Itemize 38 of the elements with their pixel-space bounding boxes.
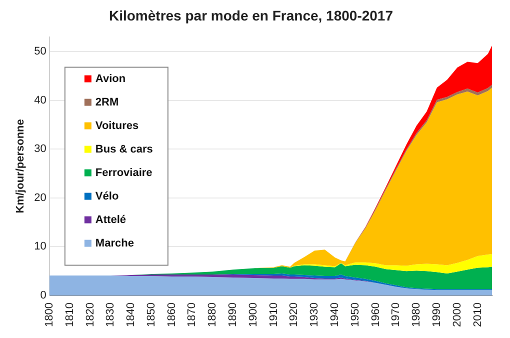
x-tick-label: 1810	[64, 302, 76, 328]
x-tick-label: 1960	[370, 302, 382, 328]
x-tick-label: 1980	[410, 302, 423, 328]
x-tick-label: 1870	[186, 302, 198, 328]
legend-label: Marche	[95, 237, 134, 250]
x-tick-label: 1910	[268, 302, 280, 328]
x-tick-label: 2000	[451, 302, 464, 328]
y-tick-label: 0	[40, 290, 46, 302]
y-tick-label: 50	[34, 45, 46, 58]
legend-label: Attelé	[95, 214, 126, 226]
x-tick-label: 1860	[166, 302, 178, 328]
legend-label: Avion	[95, 72, 126, 85]
x-tick-label: 1990	[430, 302, 443, 328]
x-tick-label: 1840	[125, 302, 138, 328]
x-tick-label: 1800	[43, 302, 56, 328]
x-tick-label: 1890	[227, 302, 240, 328]
x-tick-label: 1830	[104, 302, 117, 328]
x-tick-label: 1820	[84, 302, 96, 328]
legend-label: Vélo	[95, 190, 119, 202]
y-tick-label: 20	[34, 192, 46, 204]
legend-label: Bus & cars	[95, 143, 153, 156]
y-tick-label: 40	[34, 94, 46, 106]
x-tick-label: 2010	[472, 302, 484, 328]
x-tick-label: 1930	[308, 302, 321, 328]
x-tick-label: 1970	[390, 302, 402, 328]
legend-label: Ferroviaire	[95, 166, 152, 179]
x-tick-label: 1880	[206, 302, 219, 328]
legend-label: Voitures	[95, 120, 139, 132]
y-tick-label: 30	[34, 143, 46, 156]
x-tick-label: 1920	[288, 302, 300, 328]
x-tick-label: 1940	[328, 302, 341, 328]
x-tick-label: 1850	[145, 302, 158, 328]
x-tick-label: 1900	[247, 302, 260, 328]
chart-title: Kilomètres par mode en France, 1800-2017	[108, 7, 394, 24]
y-tick-label: 10	[34, 240, 46, 253]
x-tick-label: 1950	[349, 302, 362, 328]
y-axis-title: Km/jour/personne	[14, 119, 27, 214]
legend-label: 2RM	[95, 96, 119, 108]
